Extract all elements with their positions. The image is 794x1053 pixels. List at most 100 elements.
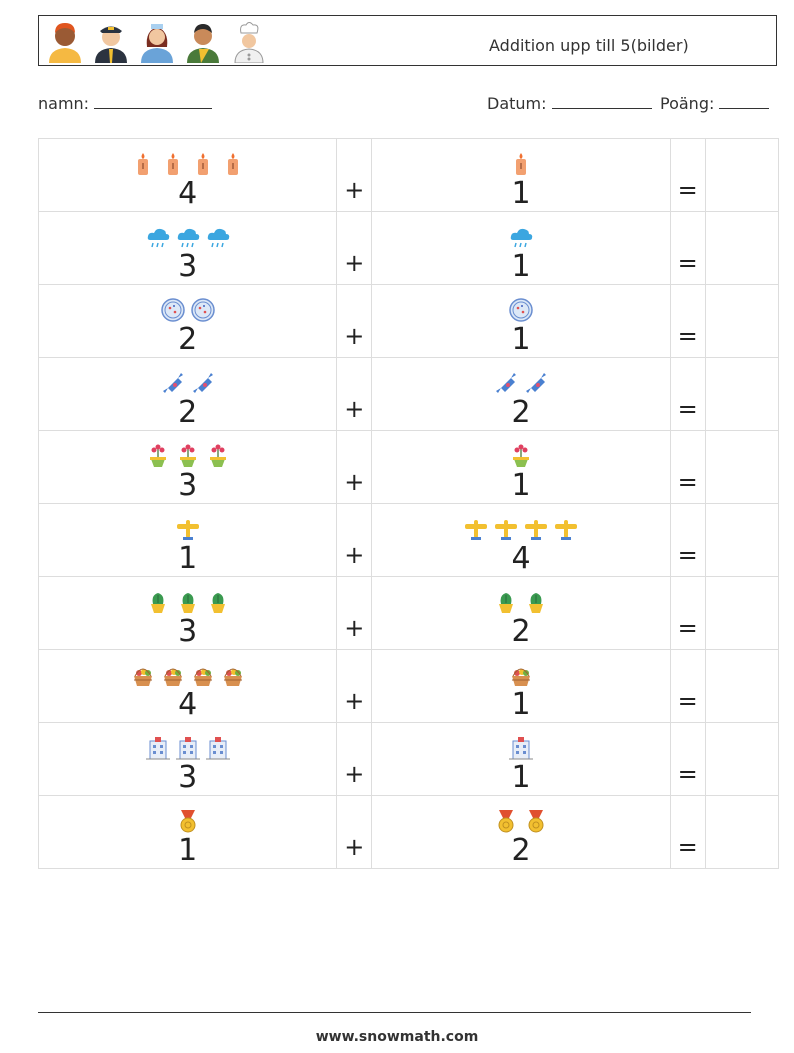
- basket-icon: [223, 668, 242, 686]
- petri-dish-icon: [160, 298, 185, 322]
- plus-cell: +: [336, 211, 373, 285]
- nurse-avatar-icon: [141, 24, 173, 63]
- answer-cell[interactable]: [704, 138, 780, 212]
- equals-sign: =: [677, 468, 698, 496]
- problem-table: 4 +1 = 3 +1 = 2 +1 = 2 +2 = 3 +1 = 1 +4 = 3 +2 = 4 +1 = 3 +1 = 1 +2 =: [37, 138, 780, 869]
- plus-cell: +: [336, 138, 373, 212]
- man-avatar-icon: [49, 23, 81, 63]
- equals-cell: =: [669, 357, 706, 431]
- addend-a: 1: [178, 833, 198, 868]
- footer-url[interactable]: www.snowmath.com: [315, 1029, 479, 1045]
- addend-a-cell: 2: [37, 357, 338, 431]
- answer-cell[interactable]: [704, 284, 780, 358]
- addend-b-cell: 1: [371, 284, 671, 358]
- answer-cell[interactable]: [704, 357, 780, 431]
- icon-group: [39, 660, 336, 688]
- hospital-icon: [145, 737, 170, 760]
- icon-group: [39, 806, 336, 834]
- equals-sign: =: [677, 395, 698, 423]
- answer-cell[interactable]: [704, 503, 780, 577]
- hospital-icon: [175, 737, 200, 760]
- addend-a: 4: [178, 687, 198, 722]
- candles-icon: [516, 153, 526, 175]
- icon-group: [372, 368, 669, 396]
- candles-icon: [197, 153, 208, 175]
- problem-row: 4 +1 =: [37, 649, 780, 723]
- hospital-icon: [205, 737, 230, 760]
- date-label: Datum:: [487, 94, 547, 113]
- candy-icon: [496, 373, 516, 393]
- rain-cloud-icon: [177, 228, 199, 248]
- plus-sign: +: [344, 614, 365, 642]
- addend-a-cell: 3: [37, 576, 338, 650]
- addend-a: 2: [178, 395, 198, 430]
- addend-b: 2: [511, 833, 531, 868]
- addend-a: 3: [178, 760, 198, 795]
- addend-a-cell: 3: [37, 722, 338, 796]
- equals-cell: =: [669, 795, 706, 869]
- plus-sign: +: [344, 249, 365, 277]
- addend-a-cell: 1: [37, 795, 338, 869]
- addend-b-cell: 1: [371, 722, 671, 796]
- worksheet-header: Addition upp till 5(bilder): [38, 15, 777, 66]
- addend-b: 1: [511, 322, 531, 357]
- answer-cell[interactable]: [704, 576, 780, 650]
- worksheet-title: Addition upp till 5(bilder): [489, 36, 689, 55]
- icon-group: [372, 441, 669, 469]
- flower-pot-icon: [179, 444, 196, 467]
- problem-row: 3 +1 =: [37, 430, 780, 504]
- addend-a: 2: [178, 322, 198, 357]
- addend-b: 1: [511, 249, 531, 284]
- basket-icon: [133, 668, 152, 686]
- plant-pot-icon: [529, 593, 543, 613]
- hospital-icon: [509, 737, 533, 760]
- equals-sign: =: [677, 176, 698, 204]
- addend-b: 4: [511, 541, 531, 576]
- answer-cell[interactable]: [704, 795, 780, 869]
- icon-group: [39, 587, 336, 615]
- problem-row: 3 +1 =: [37, 722, 780, 796]
- answer-cell[interactable]: [704, 211, 780, 285]
- rain-cloud-icon: [510, 228, 533, 248]
- addend-a: 4: [178, 176, 198, 211]
- addend-b: 1: [511, 176, 531, 211]
- name-line[interactable]: [94, 94, 213, 109]
- problem-row: 4 +1 =: [37, 138, 780, 212]
- equals-cell: =: [669, 211, 706, 285]
- answer-cell[interactable]: [704, 430, 780, 504]
- problem-row: 3 +1 =: [37, 211, 780, 285]
- basket-icon: [512, 668, 530, 686]
- icon-group: [372, 660, 669, 688]
- answer-cell[interactable]: [704, 722, 780, 796]
- addend-a-cell: 1: [37, 503, 338, 577]
- addend-a-cell: 3: [37, 211, 338, 285]
- plant-pot-icon: [499, 593, 513, 613]
- addend-b-cell: 1: [371, 211, 671, 285]
- icon-group: [372, 587, 669, 615]
- equals-sign: =: [677, 541, 698, 569]
- addend-b-cell: 1: [371, 430, 671, 504]
- plus-cell: +: [336, 284, 373, 358]
- airplane-icon: [555, 520, 577, 540]
- answer-cell[interactable]: [704, 649, 780, 723]
- petri-dish-icon: [190, 298, 215, 322]
- problem-row: 1 +2 =: [37, 795, 780, 869]
- equals-sign: =: [677, 614, 698, 642]
- candy-icon: [526, 373, 546, 393]
- plus-sign: +: [344, 687, 365, 715]
- plus-cell: +: [336, 357, 373, 431]
- plant-pot-icon: [180, 593, 195, 613]
- icon-group: [39, 222, 336, 250]
- icon-group: [372, 149, 669, 177]
- icon-group: [39, 295, 336, 323]
- plus-cell: +: [336, 649, 373, 723]
- addend-b-cell: 4: [371, 503, 671, 577]
- equals-cell: =: [669, 649, 706, 723]
- date-line[interactable]: [551, 94, 652, 109]
- candles-icon: [227, 153, 238, 175]
- score-line[interactable]: [719, 94, 770, 109]
- equals-sign: =: [677, 687, 698, 715]
- equals-cell: =: [669, 576, 706, 650]
- airplane-icon: [495, 520, 517, 540]
- pilot-avatar-icon: [95, 26, 127, 63]
